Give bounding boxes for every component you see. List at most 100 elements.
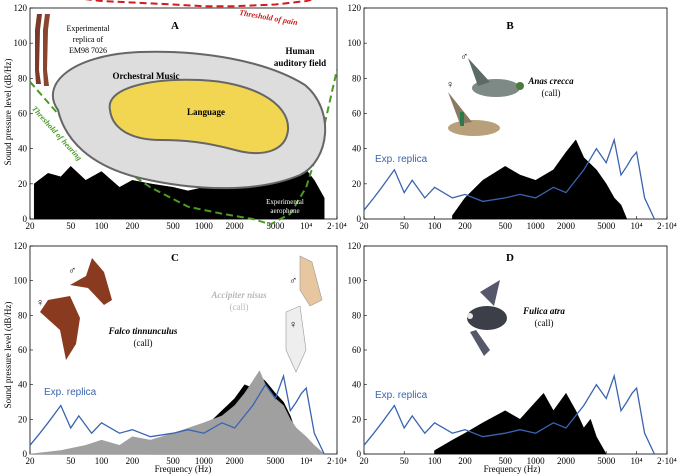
teal-female-symbol: ♀ — [446, 79, 454, 91]
x-tick-label: 5000 — [597, 221, 616, 231]
y-tick-label: 0 — [23, 449, 28, 459]
x-tick-label: 200 — [458, 456, 472, 466]
series-area — [452, 139, 628, 220]
y-tick-label: 0 — [23, 214, 28, 224]
x-axis-label-left: Frequency (Hz) — [155, 464, 212, 474]
human-field-label-2: auditory field — [274, 58, 326, 68]
x-tick-label: 20 — [360, 221, 370, 231]
replica-label-3: EM98 7026 — [69, 46, 107, 55]
y-tick-label: 100 — [348, 38, 362, 48]
x-tick-label: 200 — [126, 221, 140, 231]
y-tick-label: 20 — [18, 414, 28, 424]
x-tick-label: 10⁴ — [300, 221, 312, 231]
x-tick-label: 50 — [66, 221, 76, 231]
y-tick-label: 120 — [348, 241, 362, 251]
y-tick-label: 40 — [352, 380, 362, 390]
x-tick-label: 2000 — [226, 456, 245, 466]
y-tick-label: 20 — [352, 414, 362, 424]
y-tick-label: 0 — [357, 449, 362, 459]
x-tick-label: 2·10⁴ — [327, 221, 347, 231]
x-tick-label: 10⁴ — [631, 221, 643, 231]
panel-letter: B — [506, 20, 514, 32]
y-tick-label: 120 — [14, 3, 28, 13]
x-tick-label: 200 — [458, 221, 472, 231]
x-tick-label: 1000 — [527, 456, 546, 466]
replica-legend-c: Exp. replica — [44, 387, 97, 398]
species-c-label: Falco tinnunculus — [108, 326, 178, 336]
panel-letter: A — [171, 20, 179, 32]
x-tick-label: 10⁴ — [300, 456, 312, 466]
y-tick-label: 60 — [18, 109, 28, 119]
x-tick-label: 5000 — [266, 456, 285, 466]
y-tick-label: 80 — [352, 310, 362, 320]
y-tick-label: 120 — [14, 241, 28, 251]
x-tick-label: 5000 — [597, 456, 616, 466]
x-tick-label: 20 — [360, 456, 370, 466]
y-tick-label: 80 — [18, 310, 28, 320]
x-tick-label: 50 — [400, 221, 410, 231]
series-line-replica — [29, 373, 325, 455]
language-region — [108, 78, 290, 155]
y-tick-label: 60 — [352, 345, 362, 355]
species-b-sub: (call) — [542, 88, 561, 98]
x-tick-label: 200 — [126, 456, 140, 466]
x-axis-label-right: Frequency (Hz) — [484, 464, 541, 474]
series-line-replica — [363, 373, 655, 455]
orchestral-music-label: Orchestral Music — [112, 71, 179, 81]
species-d-sub: (call) — [535, 318, 554, 328]
panel-letter: D — [506, 252, 514, 264]
species-c-sub: (call) — [134, 338, 153, 348]
kestrel-male-symbol: ♂ — [68, 265, 76, 277]
threshold-of-pain-line — [84, 0, 315, 8]
x-tick-label: 2·10⁴ — [657, 221, 677, 231]
language-label: Language — [187, 107, 225, 117]
x-tick-label: 500 — [498, 456, 512, 466]
x-tick-label: 2000 — [226, 221, 245, 231]
species-c2-sub: (call) — [230, 302, 249, 312]
y-tick-label: 80 — [18, 73, 28, 83]
species-b-label: Anas crecca — [527, 76, 574, 86]
x-tick-label: 500 — [166, 221, 180, 231]
y-tick-label: 80 — [352, 73, 362, 83]
x-tick-label: 5000 — [266, 221, 285, 231]
y-tick-label: 120 — [348, 3, 362, 13]
coot-illustration — [467, 280, 507, 356]
kestrel-female-symbol: ♀ — [36, 297, 44, 309]
panel-letter: C — [171, 252, 179, 264]
y-tick-label: 0 — [357, 214, 362, 224]
x-tick-label: 500 — [166, 456, 180, 466]
replica-legend-d: Exp. replica — [375, 390, 428, 401]
aerophone-label-2: aerophone — [270, 207, 299, 215]
y-tick-label: 100 — [14, 38, 28, 48]
x-tick-label: 500 — [498, 221, 512, 231]
replica-label-1: Experimental — [66, 24, 110, 33]
x-tick-label: 100 — [95, 221, 109, 231]
y-tick-label: 60 — [352, 109, 362, 119]
hawk-female-symbol: ♀ — [289, 319, 297, 331]
species-d-label: Fulica atra — [522, 306, 565, 316]
teal-male-symbol: ♂ — [460, 51, 468, 63]
y-tick-label: 40 — [352, 144, 362, 154]
sparrowhawk-illustration — [285, 255, 323, 373]
y-tick-label: 100 — [348, 276, 362, 286]
aerophone-label-1: Experimental — [266, 198, 304, 206]
x-tick-label: 2·10⁴ — [657, 456, 677, 466]
x-tick-label: 20 — [26, 221, 36, 231]
x-tick-label: 2000 — [557, 456, 576, 466]
series-line-replica — [363, 137, 655, 220]
species-c2-label: Accipiter nisus — [210, 290, 267, 300]
x-tick-label: 100 — [428, 221, 442, 231]
x-tick-label: 50 — [66, 456, 76, 466]
x-tick-label: 100 — [428, 456, 442, 466]
replica-legend-b: Exp. replica — [375, 154, 428, 165]
replica-label-2: replica of — [73, 35, 104, 44]
y-axis-label-top: Sound pressure level (dB/Hz) — [3, 59, 13, 166]
